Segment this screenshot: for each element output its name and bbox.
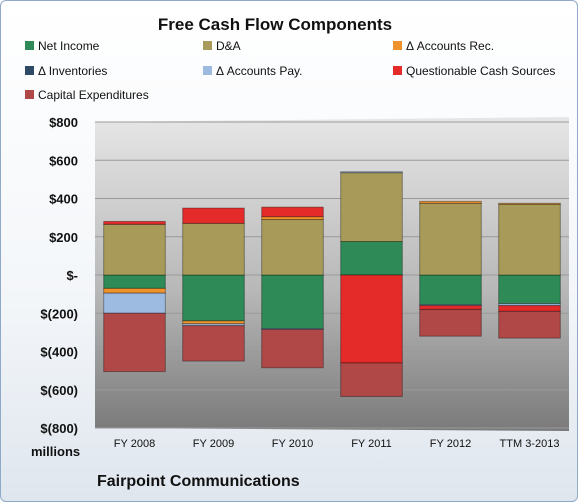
bar-segment: [103, 312, 166, 373]
bar-segment: [340, 241, 403, 276]
units-label: millions: [31, 444, 81, 459]
legend-label: Δ Inventories: [38, 64, 108, 78]
legend-swatch: [203, 41, 212, 51]
plot-wall: [95, 117, 569, 431]
bar-segment: [261, 274, 324, 330]
bar-segment: [498, 274, 561, 305]
bar-segment: [419, 200, 482, 204]
bar-segment: [498, 305, 561, 312]
y-tick-label: $(200): [40, 306, 78, 321]
chart-title: Free Cash Flow Components: [157, 15, 393, 34]
bar-segment: [340, 172, 403, 243]
bar-segment: [261, 329, 324, 369]
bar-segment: [498, 203, 561, 276]
legend-item-net-income: Net Income: [25, 39, 99, 53]
x-tick-label: FY 2012: [430, 438, 471, 450]
legend-swatch: [393, 66, 402, 76]
legend-label: Δ Accounts Pay.: [216, 64, 303, 78]
legend-label: Capital Expenditures: [38, 88, 149, 102]
bar-segment: [419, 308, 482, 337]
bar-segment: [103, 223, 166, 276]
legend-item-inventories: Δ Inventories: [25, 64, 107, 78]
legend-item-accounts-rec: Δ Accounts Rec.: [393, 39, 494, 53]
legend-swatch: [25, 90, 34, 100]
bar-segment: [182, 325, 245, 362]
legend-label: Δ Accounts Rec.: [406, 39, 495, 53]
bar-segment: [182, 222, 245, 276]
legend-item-accounts-pay: Δ Accounts Pay.: [203, 64, 303, 78]
x-tick-label: FY 2008: [114, 438, 155, 450]
bar-segment: [340, 362, 403, 397]
bar-segment: [419, 274, 482, 306]
x-tick-label: FY 2010: [272, 438, 313, 450]
bar-segment: [103, 220, 166, 225]
legend-swatch: [393, 41, 402, 51]
bar-segment: [498, 202, 561, 205]
legend-item-capex: Capital Expenditures: [25, 88, 149, 102]
bar-segment: [419, 202, 482, 276]
bar-segment: [103, 274, 166, 289]
y-tick-label: $(400): [40, 345, 78, 360]
y-tick-label: $600: [49, 153, 78, 168]
y-tick-label: $800: [49, 115, 78, 130]
legend-label: Net Income: [38, 39, 100, 53]
x-tick-label: FY 2011: [351, 438, 392, 450]
bar-segment: [340, 171, 403, 174]
bar-segment: [419, 305, 482, 310]
bar-segment: [182, 274, 245, 322]
x-tick-label: TTM 3-2013: [500, 438, 560, 450]
legend-item-questionable-cash: Questionable Cash Sources: [393, 64, 555, 78]
y-tick-label: $200: [49, 230, 78, 245]
bar-segment: [182, 207, 245, 224]
legend-swatch: [25, 41, 34, 51]
bar-segment: [261, 219, 324, 276]
legend-label: D&A: [216, 39, 241, 53]
y-tick-label: $400: [49, 192, 78, 207]
bar-segment: [103, 292, 166, 314]
y-tick-label: $(600): [40, 383, 78, 398]
y-tick-label: $-: [66, 268, 78, 283]
bar-segment: [498, 310, 561, 339]
legend-item-da: D&A: [203, 39, 241, 53]
bar-segment: [103, 287, 166, 294]
y-tick-label: $(800): [40, 421, 78, 436]
legend-swatch: [203, 66, 212, 76]
bar-segment: [261, 206, 324, 218]
x-tick-label: FY 2009: [193, 438, 234, 450]
legend-swatch: [25, 66, 34, 76]
legend-label: Questionable Cash Sources: [406, 64, 556, 78]
company-name: Fairpoint Communications: [97, 473, 300, 490]
bar-segment: [340, 274, 403, 364]
